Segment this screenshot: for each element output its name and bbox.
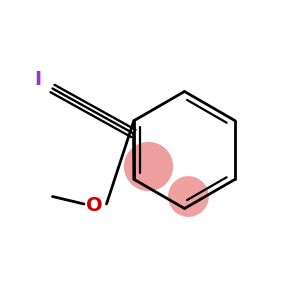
Text: I: I [34,70,41,89]
Circle shape [168,176,209,217]
Circle shape [124,142,173,191]
Text: O: O [86,196,103,215]
